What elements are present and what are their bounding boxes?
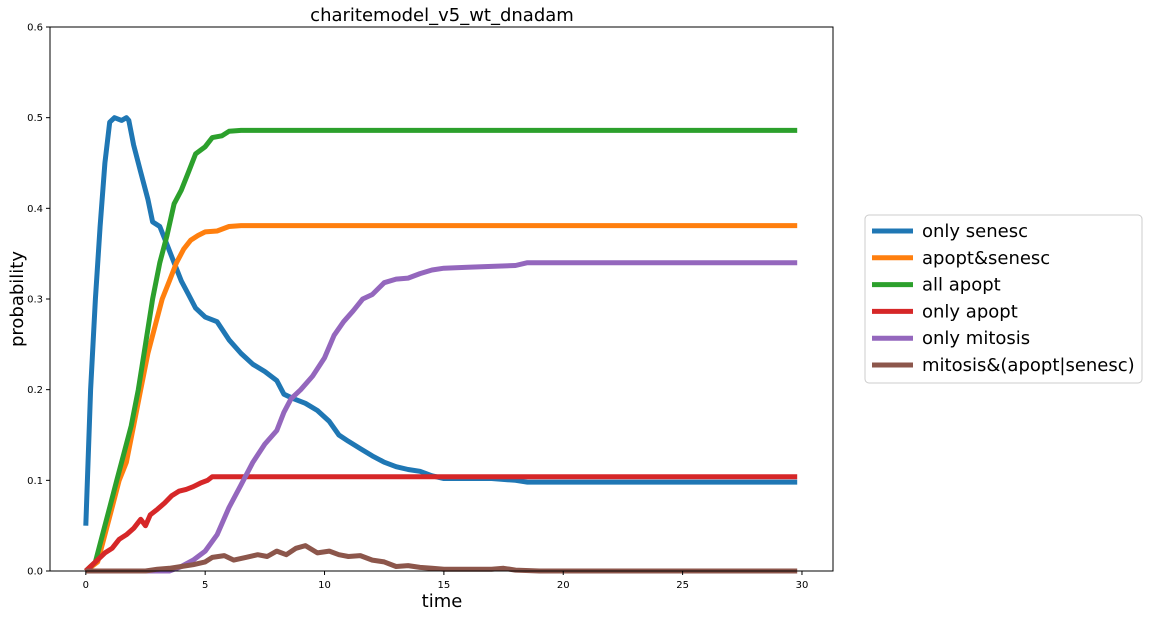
legend-label: all apopt <box>922 275 1001 296</box>
legend-label: only apopt <box>922 301 1018 322</box>
series-line-1 <box>83 115 798 526</box>
y-axis: 0.0 0.1 0.2 0.3 0.4 0.5 0.6 <box>27 23 50 578</box>
legend-label: mitosis&(apopt|senesc) <box>922 355 1135 376</box>
y-tick-label: 0.4 <box>27 204 43 215</box>
series-line-6 <box>85 543 798 574</box>
series-line-5 <box>85 260 798 574</box>
x-tick-label: 30 <box>796 580 809 591</box>
x-tick-label: 20 <box>557 580 570 591</box>
y-tick-label: 0.3 <box>27 295 43 306</box>
x-tick-label: 10 <box>318 580 331 591</box>
y-tick-label: 0.2 <box>27 385 43 396</box>
legend-label: only senesc <box>922 221 1028 242</box>
legend-frame <box>864 214 1143 384</box>
y-tick-label: 0.0 <box>27 567 43 578</box>
series-line-2 <box>84 223 798 573</box>
series-line-4 <box>84 474 798 573</box>
y-tick-label: 0.1 <box>27 476 43 487</box>
y-axis-label: probability <box>7 251 28 347</box>
x-tick-label: 25 <box>676 580 689 591</box>
x-axis-label: time <box>422 591 463 612</box>
chart-title: charitemodel_v5_wt_dnadam <box>310 5 574 26</box>
x-axis: 0 5 10 15 20 25 30 <box>83 571 809 591</box>
x-tick-label: 5 <box>202 580 208 591</box>
series-line-3 <box>84 127 798 573</box>
y-tick-label: 0.6 <box>27 23 43 34</box>
legend-label: only mitosis <box>922 328 1030 349</box>
legend-items: only senesc apopt&senesc all apopt only apo… <box>872 221 1135 376</box>
x-tick-label: 15 <box>438 580 451 591</box>
legend-label: apopt&senesc <box>922 248 1050 269</box>
y-tick-label: 0.5 <box>27 113 43 124</box>
x-tick-label: 0 <box>83 580 89 591</box>
series-layer <box>83 115 798 574</box>
legend: only senesc apopt&senesc all apopt only apo… <box>864 214 1143 384</box>
plot-frame <box>49 26 834 572</box>
